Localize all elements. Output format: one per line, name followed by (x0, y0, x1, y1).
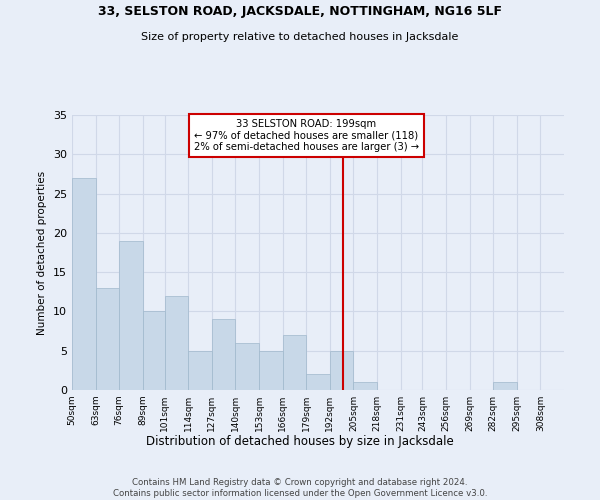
Bar (259, 350, 283, 390)
Bar (353, 382, 377, 390)
Text: Size of property relative to detached houses in Jacksdale: Size of property relative to detached ho… (142, 32, 458, 42)
Bar (95, 288, 119, 390)
Bar (235, 343, 259, 390)
Bar (188, 350, 212, 390)
Text: 33, SELSTON ROAD, JACKSDALE, NOTTINGHAM, NG16 5LF: 33, SELSTON ROAD, JACKSDALE, NOTTINGHAM,… (98, 5, 502, 18)
Bar (493, 382, 517, 390)
Text: Distribution of detached houses by size in Jacksdale: Distribution of detached houses by size … (146, 435, 454, 448)
Bar (330, 350, 353, 390)
Bar (72, 178, 95, 390)
Text: 33 SELSTON ROAD: 199sqm
← 97% of detached houses are smaller (118)
2% of semi-de: 33 SELSTON ROAD: 199sqm ← 97% of detache… (194, 119, 419, 152)
Bar (212, 320, 235, 390)
Bar (143, 312, 164, 390)
Bar (119, 240, 143, 390)
Y-axis label: Number of detached properties: Number of detached properties (37, 170, 47, 334)
Bar (306, 374, 330, 390)
Text: Contains HM Land Registry data © Crown copyright and database right 2024.
Contai: Contains HM Land Registry data © Crown c… (113, 478, 487, 498)
Bar (283, 335, 306, 390)
Bar (164, 296, 188, 390)
